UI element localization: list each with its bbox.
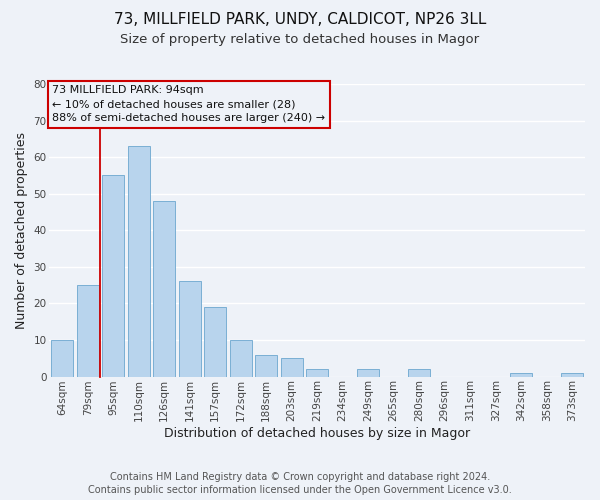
Bar	[256, 354, 277, 376]
Bar	[409, 369, 430, 376]
Bar	[103, 176, 124, 376]
Bar	[230, 340, 251, 376]
Bar	[154, 201, 175, 376]
Text: Size of property relative to detached houses in Magor: Size of property relative to detached ho…	[121, 32, 479, 46]
Text: 73 MILLFIELD PARK: 94sqm
← 10% of detached houses are smaller (28)
88% of semi-d: 73 MILLFIELD PARK: 94sqm ← 10% of detach…	[52, 86, 325, 124]
Y-axis label: Number of detached properties: Number of detached properties	[15, 132, 28, 329]
Text: 73, MILLFIELD PARK, UNDY, CALDICOT, NP26 3LL: 73, MILLFIELD PARK, UNDY, CALDICOT, NP26…	[114, 12, 486, 28]
Text: Contains public sector information licensed under the Open Government Licence v3: Contains public sector information licen…	[88, 485, 512, 495]
Text: Contains HM Land Registry data © Crown copyright and database right 2024.: Contains HM Land Registry data © Crown c…	[110, 472, 490, 482]
Bar	[77, 285, 98, 376]
Bar	[281, 358, 302, 376]
Bar	[562, 373, 583, 376]
Bar	[179, 282, 200, 376]
X-axis label: Distribution of detached houses by size in Magor: Distribution of detached houses by size …	[164, 427, 470, 440]
Bar	[52, 340, 73, 376]
Bar	[205, 307, 226, 376]
Bar	[128, 146, 149, 376]
Bar	[511, 373, 532, 376]
Bar	[307, 369, 328, 376]
Bar	[358, 369, 379, 376]
